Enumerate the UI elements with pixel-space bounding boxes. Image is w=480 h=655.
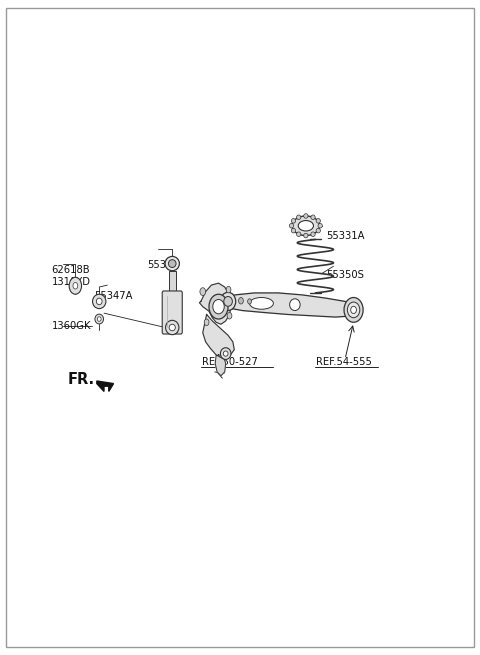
Text: REF.50-527: REF.50-527	[202, 357, 258, 367]
Circle shape	[204, 319, 209, 326]
Text: FR.: FR.	[67, 372, 95, 387]
Text: REF.54-555: REF.54-555	[316, 357, 372, 367]
Circle shape	[227, 312, 232, 319]
Ellipse shape	[93, 294, 106, 309]
Ellipse shape	[223, 351, 228, 356]
Ellipse shape	[292, 216, 320, 236]
Ellipse shape	[311, 232, 315, 236]
Ellipse shape	[297, 215, 301, 219]
Ellipse shape	[224, 297, 232, 307]
Text: 1310YD: 1310YD	[51, 277, 91, 287]
Bar	[168, 325, 177, 332]
Ellipse shape	[220, 348, 231, 360]
Polygon shape	[215, 355, 226, 376]
Ellipse shape	[304, 214, 308, 218]
Ellipse shape	[96, 298, 102, 305]
Ellipse shape	[344, 297, 363, 322]
Circle shape	[73, 282, 78, 289]
Ellipse shape	[351, 307, 357, 314]
Circle shape	[239, 297, 243, 304]
Ellipse shape	[209, 294, 228, 319]
Ellipse shape	[165, 256, 180, 271]
Ellipse shape	[289, 299, 300, 310]
Ellipse shape	[220, 292, 236, 310]
Text: 1360GK: 1360GK	[51, 320, 91, 331]
Text: 55350S: 55350S	[326, 271, 364, 280]
Ellipse shape	[95, 314, 104, 324]
Ellipse shape	[298, 221, 313, 231]
Ellipse shape	[169, 324, 175, 331]
Ellipse shape	[304, 233, 308, 238]
Circle shape	[226, 286, 231, 293]
Ellipse shape	[297, 232, 301, 236]
Polygon shape	[203, 314, 234, 359]
Text: 55347A: 55347A	[95, 291, 133, 301]
Ellipse shape	[318, 223, 323, 228]
Text: 62618B: 62618B	[51, 265, 90, 275]
Ellipse shape	[213, 299, 224, 314]
Ellipse shape	[316, 229, 321, 233]
Ellipse shape	[168, 259, 176, 267]
Text: 55310: 55310	[147, 260, 179, 270]
Text: 55331A: 55331A	[326, 231, 364, 241]
Polygon shape	[97, 381, 114, 392]
Ellipse shape	[316, 219, 321, 223]
Polygon shape	[222, 293, 357, 317]
Ellipse shape	[311, 215, 315, 219]
Ellipse shape	[289, 223, 294, 228]
Ellipse shape	[166, 320, 179, 335]
Ellipse shape	[97, 317, 101, 322]
Circle shape	[200, 288, 205, 295]
Circle shape	[69, 277, 82, 294]
Circle shape	[248, 299, 252, 304]
Ellipse shape	[291, 219, 296, 223]
Ellipse shape	[348, 302, 360, 318]
Bar	[169, 271, 176, 293]
Polygon shape	[199, 283, 231, 324]
Ellipse shape	[250, 297, 274, 309]
FancyBboxPatch shape	[162, 291, 182, 334]
Ellipse shape	[291, 229, 296, 233]
